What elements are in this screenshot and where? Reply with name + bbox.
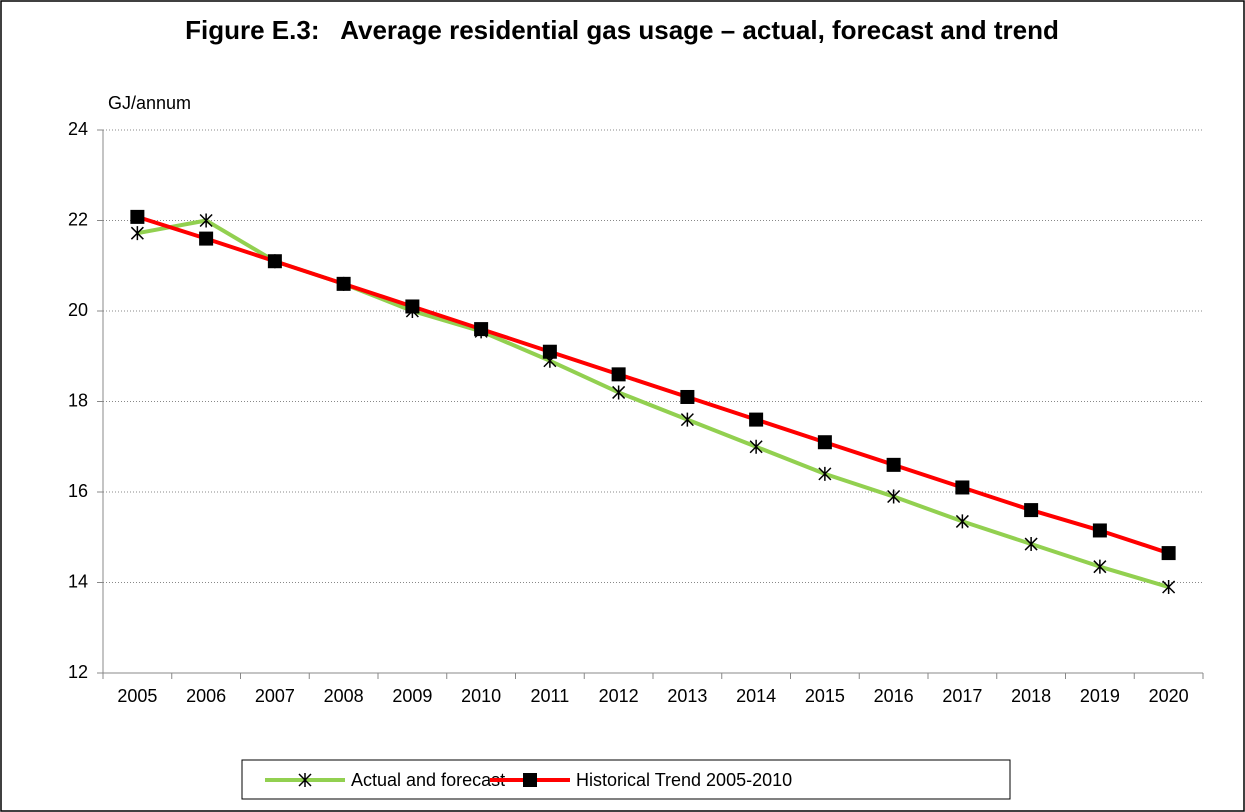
x-tick-label: 2018 bbox=[1011, 686, 1051, 706]
marker bbox=[199, 213, 213, 228]
marker bbox=[955, 480, 970, 495]
x-tick-label: 2019 bbox=[1080, 686, 1120, 706]
x-tick-label: 2013 bbox=[667, 686, 707, 706]
x-tick-label: 2005 bbox=[117, 686, 157, 706]
marker bbox=[130, 209, 145, 224]
x-tick-label: 2011 bbox=[531, 686, 570, 706]
x-tick-label: 2017 bbox=[942, 686, 982, 706]
x-tick-label: 2016 bbox=[874, 686, 914, 706]
legend-label: Historical Trend 2005-2010 bbox=[576, 770, 792, 790]
x-tick-label: 2009 bbox=[392, 686, 432, 706]
marker bbox=[542, 344, 557, 359]
y-tick-label: 20 bbox=[68, 300, 88, 320]
marker bbox=[474, 322, 489, 337]
marker bbox=[955, 514, 969, 529]
y-tick-label: 12 bbox=[68, 662, 88, 682]
y-tick-label: 14 bbox=[68, 571, 88, 591]
marker bbox=[405, 299, 420, 314]
marker bbox=[199, 231, 214, 246]
marker bbox=[298, 773, 312, 787]
marker bbox=[523, 773, 537, 787]
marker bbox=[749, 412, 764, 427]
marker bbox=[1093, 559, 1107, 574]
marker bbox=[1092, 523, 1107, 538]
y-tick-label: 22 bbox=[68, 209, 88, 229]
x-tick-label: 2014 bbox=[736, 686, 776, 706]
marker bbox=[336, 276, 351, 291]
y-tick-label: 18 bbox=[68, 390, 88, 410]
marker bbox=[818, 466, 832, 481]
marker bbox=[1024, 503, 1039, 518]
marker bbox=[817, 435, 832, 450]
x-tick-label: 2015 bbox=[805, 686, 845, 706]
x-tick-label: 2006 bbox=[186, 686, 226, 706]
marker bbox=[680, 389, 695, 404]
marker bbox=[749, 439, 763, 454]
x-tick-label: 2008 bbox=[324, 686, 364, 706]
marker bbox=[267, 254, 282, 269]
marker bbox=[1024, 537, 1038, 552]
marker bbox=[1162, 580, 1176, 595]
legend-box bbox=[241, 759, 1011, 800]
marker bbox=[130, 226, 144, 241]
chart-title: Figure E.3: Average residential gas usag… bbox=[185, 15, 1059, 45]
x-tick-label: 2007 bbox=[255, 686, 295, 706]
x-tick-label: 2010 bbox=[461, 686, 501, 706]
marker bbox=[886, 457, 901, 472]
y-tick-label: 16 bbox=[68, 481, 88, 501]
marker bbox=[611, 367, 626, 382]
marker bbox=[680, 412, 694, 427]
series-line bbox=[136, 214, 1170, 555]
marker bbox=[887, 489, 901, 504]
x-tick-label: 2012 bbox=[599, 686, 639, 706]
marker bbox=[1161, 546, 1176, 561]
marker bbox=[612, 385, 626, 400]
legend-label: Actual and forecast bbox=[351, 770, 505, 790]
y-axis-label: GJ/annum bbox=[108, 93, 191, 113]
y-tick-label: 24 bbox=[68, 119, 88, 139]
x-tick-label: 2020 bbox=[1149, 686, 1189, 706]
